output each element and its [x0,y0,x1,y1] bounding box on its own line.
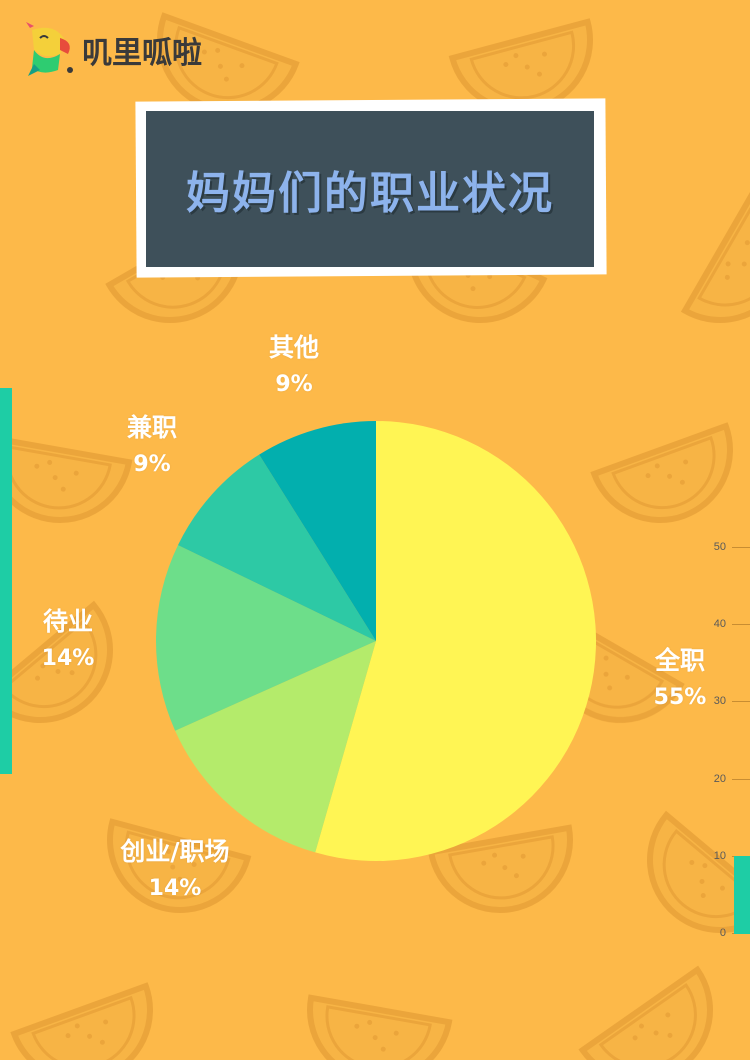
slice-label: 全职 [654,646,705,675]
slice-percent: 14% [41,646,95,671]
side-axis: 50 40 30 20 10 0 [700,540,750,940]
axis-tick-label: 10 [713,849,726,862]
axis-tick-line [732,547,750,548]
axis-tick-label: 0 [719,927,726,939]
axis-tick-line [732,778,750,780]
slice-label: 待业 [42,607,93,636]
axis-tick-label: 50 [713,541,726,553]
pie-label-创业职场: 创业/职场 14% [100,836,250,904]
slice-percent: 9% [275,372,313,397]
title-box: 妈妈们的职业状况 [146,111,594,267]
slice-percent: 55% [653,685,707,710]
page-title: 妈妈们的职业状况 [186,168,554,219]
slice-percent: 9% [133,452,171,477]
pie-label-待业: 待业 14% [18,606,118,674]
axis-tick-label: 20 [713,772,726,785]
axis-tick-line [732,701,750,703]
axis-tick-line [732,624,750,626]
pie-label-全职: 全职 55% [630,645,730,713]
pie-slice-兼职 [177,454,376,641]
slice-label: 创业/职场 [120,837,230,866]
right-accent-bar [734,856,750,934]
pie-label-兼职: 兼职 9% [102,412,202,480]
pie-slice-待业 [156,545,376,731]
pie-slice-全职 [315,421,596,861]
brand-name: 叽里呱啦 [82,36,202,71]
pie-slice-其他 [259,421,376,641]
pie-slice-创业职场 [175,641,376,853]
left-accent-bar [0,388,12,774]
brand-logo: 叽里呱啦 [20,18,202,82]
axis-tick-label: 30 [713,695,726,708]
parrot-logo-icon [26,22,73,76]
pie-label-其他: 其他 9% [244,332,344,400]
axis-tick-label: 40 [713,618,726,631]
slice-label: 其他 [268,333,319,362]
slice-percent: 14% [148,876,202,901]
slice-label: 兼职 [126,413,177,442]
